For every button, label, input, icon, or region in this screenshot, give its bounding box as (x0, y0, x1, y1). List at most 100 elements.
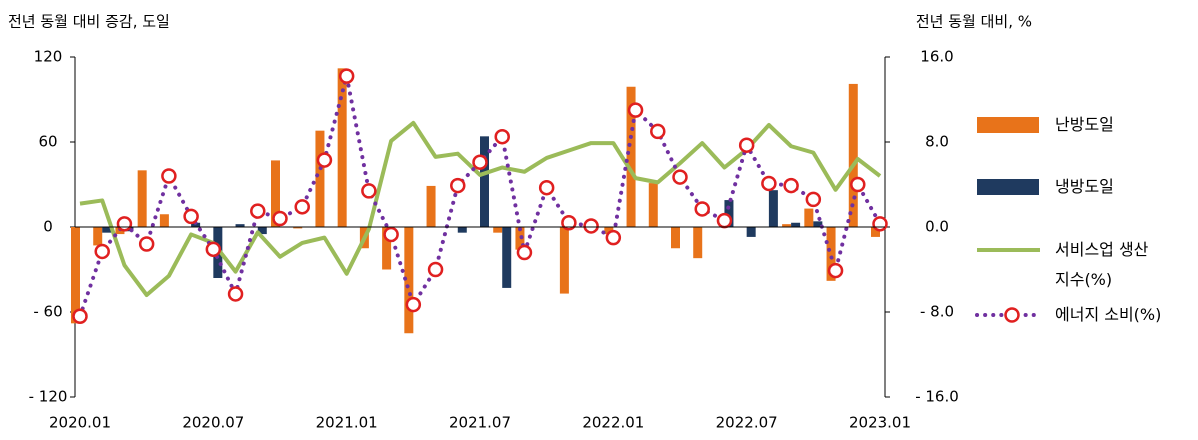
marker (538, 179, 555, 196)
marker (427, 261, 444, 278)
legend-label: 난방도일 (1055, 115, 1114, 134)
marker (250, 203, 266, 219)
marker (361, 183, 377, 199)
bar (746, 227, 756, 237)
marker (516, 244, 533, 261)
x-tick-label: 2020.01 (49, 414, 111, 432)
y2-tick-label: 8.0 (925, 133, 949, 151)
bar (257, 227, 267, 235)
bar (804, 208, 814, 227)
bar (426, 185, 436, 227)
marker (138, 236, 155, 252)
marker (872, 216, 888, 232)
marker (583, 218, 599, 234)
marker (494, 128, 510, 145)
marker (294, 199, 310, 215)
legend-label: 에너지 소비(%) (1055, 305, 1162, 324)
bar (271, 160, 280, 227)
marker (405, 296, 422, 313)
bar (71, 227, 80, 324)
marker (716, 212, 733, 229)
bar (871, 227, 880, 237)
marker (627, 102, 644, 118)
marker (783, 177, 799, 194)
marker (205, 241, 222, 258)
marker (827, 262, 844, 279)
bar (693, 227, 703, 259)
bar (102, 227, 112, 233)
legend-marker (1004, 307, 1020, 323)
bar (235, 224, 245, 227)
marker (450, 177, 466, 194)
y-tick-label: 0 (43, 218, 53, 236)
bar (457, 227, 467, 233)
x-tick-label: 2022.01 (582, 414, 644, 432)
bar (648, 183, 658, 227)
y-tick-label: - 60 (33, 303, 62, 321)
legend-swatch (977, 117, 1039, 133)
marker (227, 286, 244, 302)
bar (404, 227, 414, 334)
x-tick-label: 2022.07 (716, 414, 778, 432)
bar (293, 227, 303, 229)
marker (161, 168, 177, 184)
bar (137, 170, 147, 227)
y-tick-label: 120 (34, 48, 63, 66)
marker (672, 169, 688, 185)
marker (738, 137, 755, 153)
bar (382, 227, 392, 270)
x-tick-label: 2021.07 (449, 414, 511, 432)
bar (791, 222, 801, 227)
bar (502, 227, 512, 288)
bar (604, 227, 614, 235)
y2-tick-label: - 8.0 (920, 303, 954, 321)
marker (272, 210, 288, 227)
y2-tick-label: 0.0 (925, 218, 949, 236)
x-tick-label: 2023.01 (849, 414, 911, 432)
y2-axis-title: 전년 동월 대비, % (916, 13, 1032, 31)
legend-label: 서비스업 생산지수(%) (1055, 240, 1149, 289)
marker (116, 216, 133, 232)
x-tick-label: 2021.01 (316, 414, 378, 432)
bar (315, 130, 325, 227)
marker (183, 208, 199, 225)
bar (559, 227, 569, 294)
marker (561, 215, 577, 231)
marker (761, 175, 777, 192)
marker (472, 154, 488, 170)
bar (671, 227, 680, 249)
marker (338, 68, 355, 84)
y2-tick-label: - 16.0 (915, 388, 959, 406)
legend-swatch (977, 179, 1039, 195)
bar (337, 68, 347, 227)
legend-label: 냉방도일 (1055, 177, 1114, 196)
y-tick-label: 60 (38, 133, 57, 151)
bar (191, 222, 201, 227)
bar (626, 86, 636, 227)
marker (94, 243, 110, 260)
marker (605, 229, 622, 246)
marker (383, 226, 399, 243)
y-tick-label: - 120 (29, 388, 68, 406)
bar (493, 227, 503, 233)
bar (93, 227, 103, 246)
marker (850, 176, 866, 193)
marker (72, 308, 88, 324)
bar (480, 136, 489, 227)
bar (724, 200, 734, 227)
bar (826, 227, 836, 281)
bar (159, 214, 169, 227)
y2-tick-label: 16.0 (920, 48, 953, 66)
bar (813, 221, 823, 227)
bar (768, 190, 778, 227)
marker (650, 123, 666, 140)
marker (805, 191, 822, 208)
y-axis-title: 전년 동월 대비 증감, 도일 (8, 13, 170, 31)
marker (316, 152, 333, 168)
bar (848, 83, 858, 228)
x-tick-label: 2020.07 (182, 414, 244, 432)
marker (694, 201, 710, 217)
bar (782, 224, 792, 227)
